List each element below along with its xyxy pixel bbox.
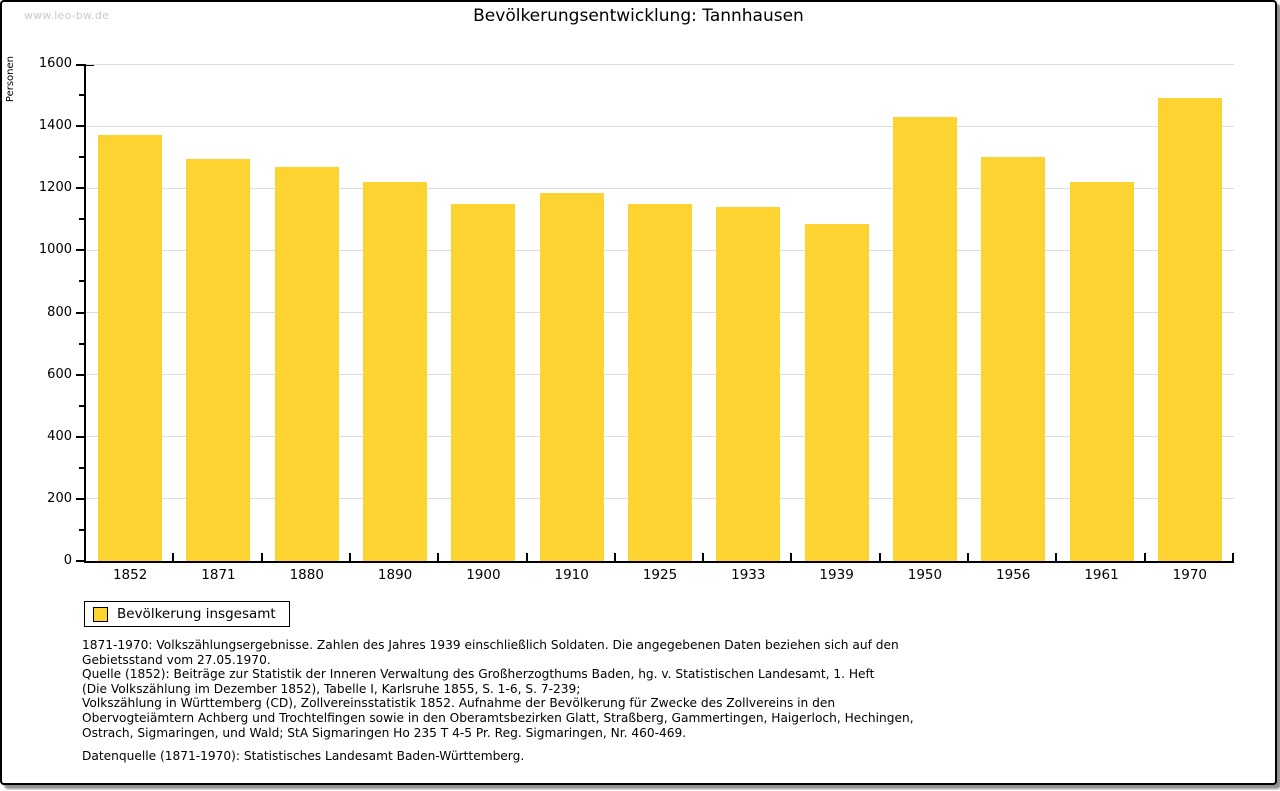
x-tick-label: 1939	[819, 567, 854, 583]
datasource-line: Datenquelle (1871-1970): Statistisches L…	[82, 749, 525, 764]
y-tick	[76, 435, 85, 438]
x-tick	[525, 553, 528, 561]
x-tick-label: 1970	[1172, 567, 1208, 583]
bar	[539, 192, 604, 561]
y-tick	[79, 404, 85, 407]
y-tick-label: 1200	[38, 180, 72, 196]
x-tick	[1055, 553, 1058, 561]
footnote-line: Quelle (1852): Beiträge zur Statistik de…	[82, 667, 875, 682]
x-tick-label: 1950	[907, 567, 943, 583]
x-tick-label: 1961	[1084, 567, 1119, 583]
x-tick-label: 1910	[554, 567, 589, 583]
x-tick	[1143, 553, 1146, 561]
x-tick-label: 1871	[201, 567, 236, 583]
y-tick-label: 200	[47, 490, 72, 506]
y-tick-label: 1600	[38, 56, 72, 71]
y-tick-label: 600	[47, 366, 72, 382]
x-tick	[613, 553, 616, 561]
x-tick	[172, 553, 175, 561]
y-gridline	[86, 187, 1234, 189]
y-tick	[79, 342, 85, 345]
legend-swatch-icon	[93, 606, 108, 622]
footnote-line: (Die Volkszählung im Dezember 1852), Tab…	[82, 681, 581, 696]
y-tick	[79, 528, 85, 531]
y-tick	[76, 560, 85, 562]
watermark: www.leo-bw.de	[24, 9, 110, 22]
y-tick-label: 1000	[38, 242, 72, 258]
bar	[804, 223, 869, 561]
x-tick	[260, 553, 263, 561]
y-gridline	[86, 64, 1234, 65]
bar	[186, 158, 251, 561]
y-tick	[79, 280, 85, 283]
bar	[981, 157, 1046, 561]
x-tick-label: 1933	[731, 567, 766, 583]
y-tick-label: 400	[47, 428, 72, 444]
y-tick-label: 1400	[38, 118, 72, 134]
bar	[363, 182, 428, 561]
bar	[1069, 182, 1134, 561]
bar	[451, 203, 516, 561]
plot-area: 0 200 400 600 800 1000 1200 1400 1600	[39, 56, 1234, 568]
bar	[716, 206, 781, 561]
bar	[628, 203, 692, 561]
y-tick	[76, 311, 85, 314]
x-tick-label: 1956	[996, 567, 1031, 583]
y-tick	[76, 64, 85, 66]
y-tick-label: 800	[47, 304, 72, 320]
bar	[892, 116, 957, 561]
y-axis-endcap	[86, 64, 94, 66]
bar	[98, 135, 163, 561]
y-tick	[76, 497, 85, 500]
x-tick	[790, 553, 793, 561]
y-tick	[76, 373, 85, 376]
y-tick	[76, 187, 85, 190]
x-tick	[702, 553, 705, 561]
x-tick	[437, 553, 440, 561]
y-tick	[79, 466, 85, 469]
y-tick	[79, 218, 85, 221]
chart-title: Bevölkerungsentwicklung: Tannhausen	[473, 6, 804, 26]
y-tick	[76, 125, 85, 128]
footnote-line: Ostrach, Sigmaringen, und Wald; StA Sigm…	[82, 725, 687, 740]
footnote-line: Obervogteiämtern Achberg und Trochtelfin…	[82, 710, 914, 725]
footnote-line: Gebietsstand vom 27.05.1970.	[82, 652, 271, 667]
x-tick-label: 1900	[466, 567, 501, 583]
y-tick	[79, 94, 85, 97]
x-tick	[1232, 553, 1234, 561]
legend-label: Bevölkerung insgesamt	[117, 606, 276, 622]
footnotes: 1871-1970: Volkszählungsergebnisse. Zahl…	[82, 638, 1242, 764]
x-tick-label: 1852	[112, 567, 148, 583]
y-tick-label: 0	[63, 553, 72, 568]
x-tick	[348, 553, 351, 561]
bar	[274, 166, 339, 561]
footnote-line: 1871-1970: Volkszählungsergebnisse. Zahl…	[82, 638, 899, 652]
y-tick	[76, 249, 85, 252]
x-tick-label: 1880	[289, 567, 324, 583]
y-gridline	[86, 125, 1234, 127]
legend-box: Bevölkerung insgesamt	[84, 601, 290, 627]
x-axis-labels: 1852 1871 1880 1890 1900 1910 1925 1933 1939 1950…	[86, 567, 1234, 585]
y-tick	[79, 156, 85, 159]
x-tick	[878, 553, 881, 561]
x-tick	[967, 553, 970, 561]
x-tick-label: 1890	[377, 567, 413, 583]
x-tick-label: 1925	[642, 567, 678, 583]
bar	[1157, 98, 1222, 561]
footnote-line: Volkszählung in Württemberg (CD), Zollve…	[82, 696, 836, 711]
